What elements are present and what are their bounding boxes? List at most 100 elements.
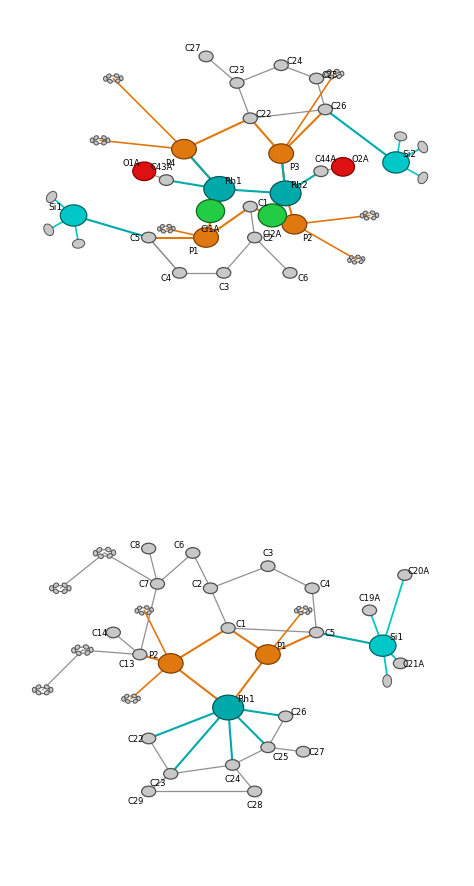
Ellipse shape (83, 645, 89, 649)
Text: C4: C4 (320, 579, 331, 588)
Ellipse shape (325, 74, 328, 78)
Text: C29: C29 (127, 796, 144, 804)
Ellipse shape (194, 229, 219, 248)
Text: C5: C5 (324, 628, 335, 637)
Ellipse shape (164, 769, 178, 779)
Ellipse shape (106, 139, 110, 144)
Ellipse shape (94, 142, 99, 146)
Text: C24: C24 (224, 773, 241, 783)
Text: Cl2A: Cl2A (263, 229, 282, 238)
Ellipse shape (108, 81, 112, 84)
Ellipse shape (283, 268, 297, 279)
Ellipse shape (199, 52, 213, 63)
Text: C2: C2 (262, 234, 273, 243)
Ellipse shape (49, 688, 53, 693)
Ellipse shape (114, 74, 119, 79)
Text: Rh2: Rh2 (290, 181, 308, 190)
Ellipse shape (111, 550, 116, 556)
Ellipse shape (226, 760, 240, 771)
Text: C25: C25 (321, 71, 338, 80)
Ellipse shape (310, 74, 324, 85)
Ellipse shape (168, 230, 173, 234)
Text: C26: C26 (291, 708, 307, 717)
Ellipse shape (142, 734, 156, 744)
Text: Si1: Si1 (389, 633, 403, 641)
Text: C2: C2 (191, 579, 203, 588)
Ellipse shape (62, 589, 67, 594)
Ellipse shape (36, 691, 41, 696)
Ellipse shape (122, 697, 125, 702)
Ellipse shape (331, 159, 355, 177)
Ellipse shape (106, 548, 111, 552)
Text: C28: C28 (246, 800, 263, 809)
Ellipse shape (73, 240, 85, 249)
Text: P1: P1 (276, 641, 286, 650)
Ellipse shape (306, 611, 310, 615)
Ellipse shape (97, 548, 102, 553)
Ellipse shape (94, 136, 99, 141)
Ellipse shape (147, 611, 151, 615)
Ellipse shape (167, 225, 172, 229)
Ellipse shape (261, 561, 275, 571)
Ellipse shape (133, 699, 137, 703)
Text: C5: C5 (130, 234, 141, 243)
Ellipse shape (161, 230, 165, 234)
Ellipse shape (135, 609, 138, 613)
Ellipse shape (383, 152, 409, 174)
Ellipse shape (359, 260, 363, 264)
Text: C6: C6 (174, 540, 185, 549)
Ellipse shape (282, 215, 307, 235)
Ellipse shape (340, 72, 344, 77)
Ellipse shape (221, 623, 235, 633)
Ellipse shape (106, 627, 120, 638)
Ellipse shape (116, 80, 120, 84)
Ellipse shape (133, 163, 156, 182)
Text: C4: C4 (161, 274, 172, 283)
Text: C44A: C44A (314, 154, 337, 163)
Ellipse shape (93, 551, 98, 556)
Ellipse shape (243, 202, 257, 213)
Ellipse shape (89, 648, 93, 653)
Text: C26: C26 (330, 101, 347, 111)
Ellipse shape (145, 606, 149, 610)
Text: O1A: O1A (122, 159, 140, 167)
Ellipse shape (314, 167, 328, 177)
Ellipse shape (32, 688, 36, 693)
Ellipse shape (159, 175, 173, 186)
Ellipse shape (294, 609, 298, 613)
Text: P3: P3 (289, 163, 300, 172)
Ellipse shape (158, 654, 183, 673)
Ellipse shape (67, 586, 71, 591)
Text: Si1: Si1 (49, 203, 63, 212)
Ellipse shape (303, 606, 308, 610)
Text: Cl1A: Cl1A (201, 225, 220, 234)
Ellipse shape (383, 675, 392, 688)
Ellipse shape (107, 75, 111, 79)
Ellipse shape (150, 608, 154, 612)
Ellipse shape (363, 212, 367, 215)
Text: C3: C3 (262, 548, 273, 558)
Ellipse shape (157, 228, 161, 232)
Ellipse shape (54, 589, 58, 594)
Text: P1: P1 (188, 247, 198, 256)
Ellipse shape (398, 570, 412, 580)
Ellipse shape (305, 583, 319, 594)
Ellipse shape (160, 225, 164, 229)
Ellipse shape (142, 233, 156, 244)
Ellipse shape (142, 786, 156, 797)
Ellipse shape (49, 586, 54, 591)
Ellipse shape (327, 71, 331, 74)
Ellipse shape (364, 217, 369, 221)
Ellipse shape (132, 695, 137, 698)
Ellipse shape (356, 256, 360, 260)
Ellipse shape (309, 608, 312, 612)
Ellipse shape (76, 651, 81, 656)
Ellipse shape (85, 651, 90, 656)
Ellipse shape (372, 217, 376, 221)
Ellipse shape (394, 133, 407, 142)
Ellipse shape (102, 136, 106, 141)
Ellipse shape (137, 696, 140, 701)
Text: P2: P2 (148, 650, 158, 659)
Ellipse shape (137, 606, 141, 610)
Ellipse shape (125, 695, 129, 698)
